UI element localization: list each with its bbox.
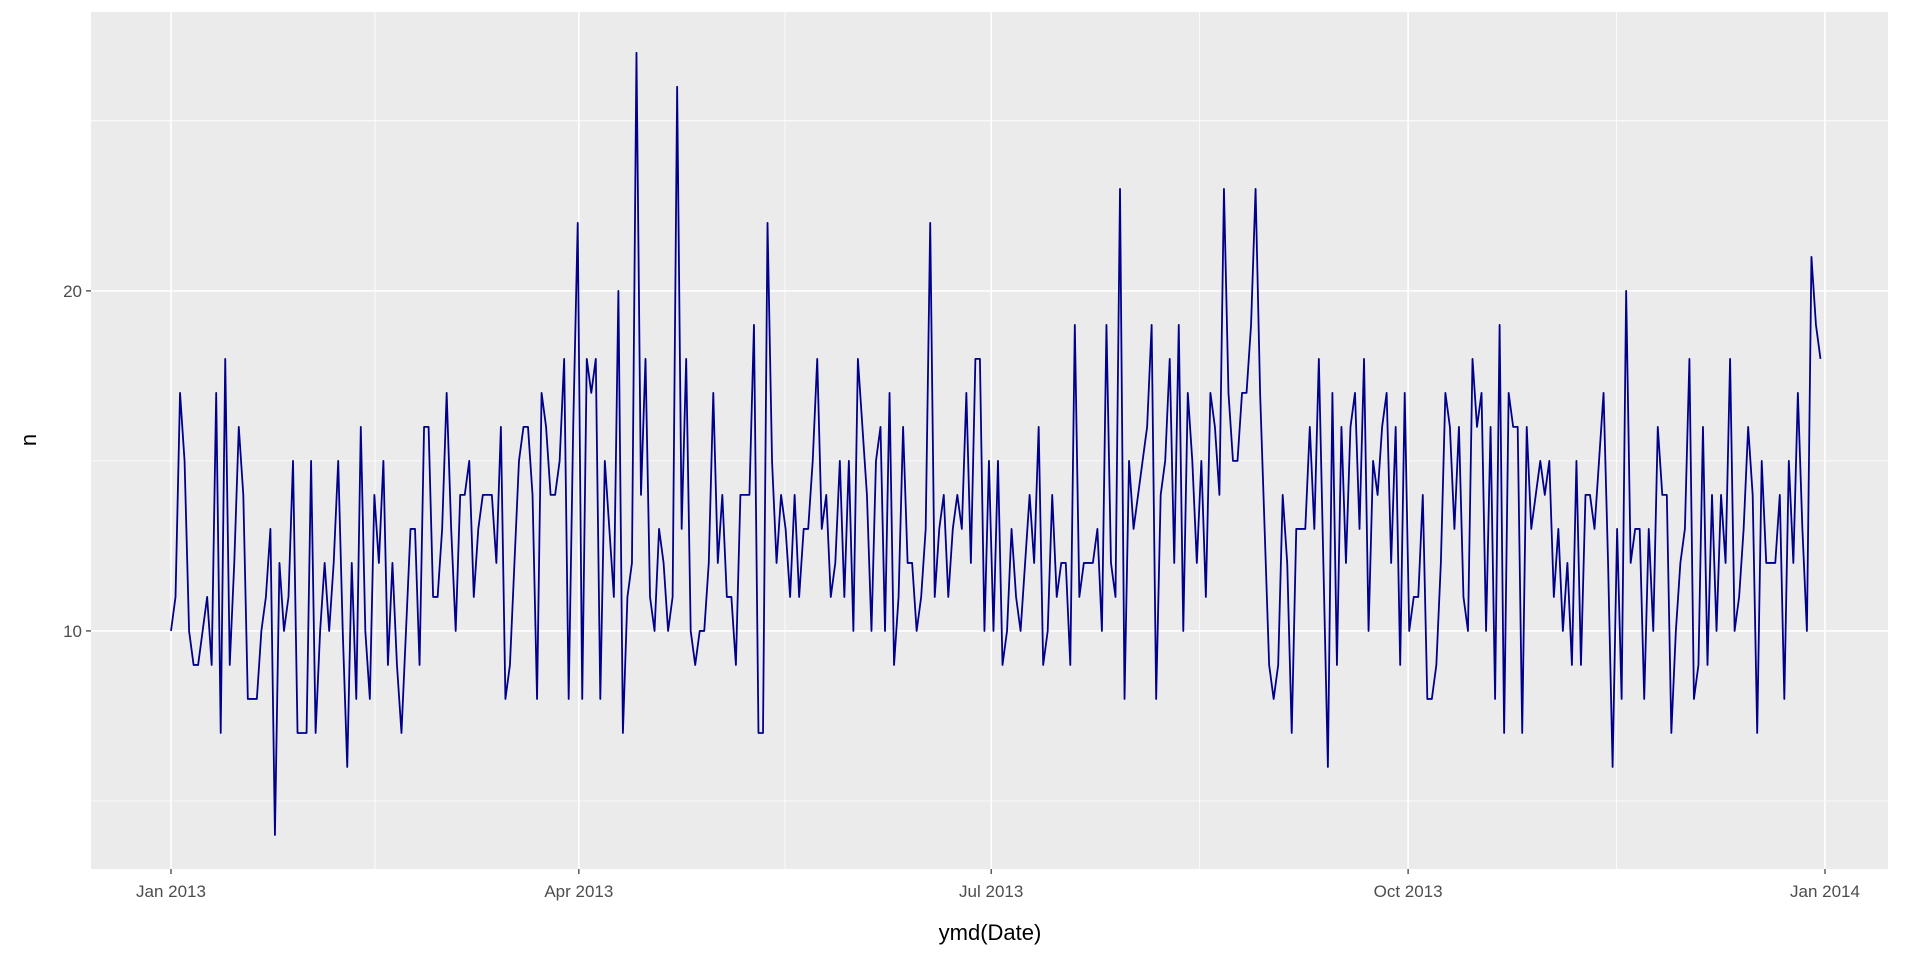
plot-panel (91, 12, 1888, 869)
y-tick-label: 10 (63, 622, 82, 641)
y-tick-label: 20 (63, 282, 82, 301)
x-tick-label: Jan 2014 (1790, 882, 1860, 901)
y-axis-title: n (16, 434, 41, 446)
x-axis-title: ymd(Date) (939, 920, 1042, 945)
y-axis: 10 20 (63, 282, 91, 641)
x-tick-label: Jan 2013 (136, 882, 206, 901)
major-gridlines (91, 12, 1888, 869)
x-tick-label: Jul 2013 (959, 882, 1023, 901)
x-axis: Jan 2013 Apr 2013 Jul 2013 Oct 2013 Jan 2014 (136, 869, 1860, 901)
x-tick-label: Oct 2013 (1374, 882, 1443, 901)
x-tick-label: Apr 2013 (544, 882, 613, 901)
series-line-n (170, 51, 1822, 836)
